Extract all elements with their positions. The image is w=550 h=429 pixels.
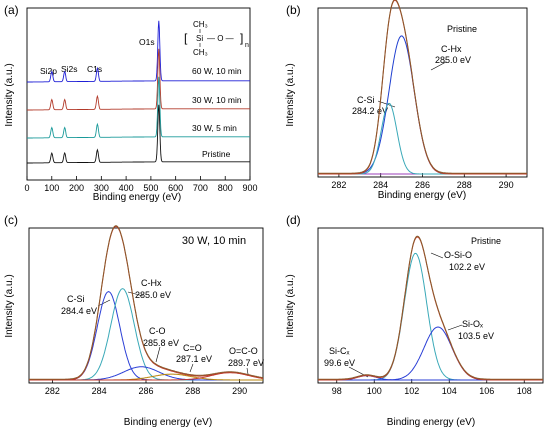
x-tick-label-0-3: 300: [94, 183, 109, 193]
comp-d-siox-label: Si-Oₓ: [462, 319, 483, 329]
x-tick-label-0-9: 900: [242, 183, 257, 193]
x-tick-label-0-7: 700: [193, 183, 208, 193]
x-tick-label-1-1: 284: [373, 180, 388, 190]
comp-c-cdo-label: C=O: [183, 343, 202, 353]
envelope-curve-2-1: [29, 225, 264, 380]
panel-label-c: (c): [4, 213, 18, 227]
x-tick-label-0-8: 800: [218, 183, 233, 193]
xlabel-d: Binding energy (eV): [387, 417, 475, 428]
envelope-curve-3-1: [318, 235, 543, 380]
peak-label-si2p: Si2p: [40, 66, 57, 76]
comp-c-csi-label: C-Si: [67, 294, 85, 304]
x-tick-label-0-1: 100: [44, 183, 59, 193]
comp-c-chx-energy: 285.0 eV: [135, 290, 171, 300]
ylabel-c: Intensity (a.u.): [4, 274, 15, 337]
trace-label-pristine: Pristine: [202, 149, 231, 159]
trace-label-60w: 60 W, 10 min: [192, 66, 242, 76]
x-tick-label-3-2: 102: [404, 386, 419, 396]
structure-chain: — O —: [207, 34, 234, 43]
x-tick-label-0-0: 0: [24, 183, 29, 193]
x-tick-label-3-5: 108: [517, 386, 532, 396]
x-tick-label-1-4: 290: [499, 180, 514, 190]
x-tick-label-2-1: 284: [92, 386, 107, 396]
title-c: 30 W, 10 min: [182, 235, 246, 247]
comp-b-chx-label: C-Hx: [441, 44, 462, 54]
x-tick-label-0-2: 200: [69, 183, 84, 193]
peak-label-si2s: Si2s: [61, 64, 78, 74]
panel-label-d: (d): [286, 213, 301, 227]
title-d: Pristine: [471, 236, 501, 246]
comp-c-ocdo-label: O=C-O: [229, 346, 258, 356]
x-tick-label-1-3: 288: [457, 180, 472, 190]
structure-bracket-right: ]: [240, 31, 243, 45]
ylabel-d: Intensity (a.u.): [285, 274, 296, 337]
panel-label-b: (b): [286, 3, 301, 17]
comp-d-sicx-energy: 99.6 eV: [324, 358, 355, 368]
plot-frame-1: [317, 7, 528, 178]
trace-label-30w10: 30 W, 10 min: [192, 95, 242, 105]
x-tick-label-3-1: 100: [367, 386, 382, 396]
x-tick-label-1-2: 286: [415, 180, 430, 190]
plot-frame-3: [317, 227, 544, 384]
comp-c-chx-label: C-Hx: [141, 278, 162, 288]
envelope-curve-1-1: [318, 0, 527, 174]
structure-top-group: CH₃: [193, 20, 208, 29]
pdms-structure: [ CH₃ Si — O — CH₃ ] n: [184, 20, 249, 57]
x-tick-label-0-5: 500: [143, 183, 158, 193]
component-curve-3-1: [318, 326, 543, 381]
comp-c-cdo-energy: 287.1 eV: [176, 354, 212, 364]
panel-label-a: (a): [4, 3, 19, 17]
comp-c-ocdo-energy: 289.7 eV: [228, 358, 264, 368]
ylabel-a: Intensity (a.u.): [4, 63, 15, 126]
survey-trace-3: [27, 104, 250, 164]
xlabel-c: Binding energy (eV): [124, 417, 212, 428]
x-tick-label-0-6: 600: [168, 183, 183, 193]
comp-c-co-label: C-O: [149, 326, 166, 336]
comp-d-osio-energy: 102.2 eV: [449, 262, 485, 272]
xlabel-a: Binding energy (eV): [93, 192, 181, 203]
comp-d-siox-energy: 103.5 eV: [458, 331, 494, 341]
x-tick-label-0-4: 400: [119, 183, 134, 193]
survey-trace-1: [27, 48, 250, 111]
structure-si: Si: [196, 34, 203, 43]
structure-bracket-left: [: [184, 31, 188, 45]
structure-bottom-group: CH₃: [193, 48, 208, 57]
x-tick-label-1-0: 282: [331, 180, 346, 190]
comp-b-csi-energy: 284.2 eV: [352, 106, 388, 116]
plot-frame-0: [26, 7, 251, 181]
survey-trace-0: [27, 20, 250, 83]
x-tick-label-3-0: 98: [332, 386, 342, 396]
comp-d-osio-label: O-Si-O: [444, 250, 472, 260]
component-curve-1-0: [318, 35, 527, 175]
comp-b-csi-label: C-Si: [357, 95, 375, 105]
peak-label-o1s: O1s: [139, 37, 155, 47]
comp-c-csi-energy: 284.4 eV: [61, 306, 97, 316]
x-tick-label-2-2: 286: [138, 386, 153, 396]
x-tick-label-2-4: 290: [232, 386, 247, 396]
ylabel-b: Intensity (a.u.): [285, 63, 296, 126]
x-tick-label-3-3: 104: [442, 386, 457, 396]
title-b: Pristine: [447, 24, 477, 34]
structure-subscript: n: [245, 42, 249, 49]
xlabel-b: Binding energy (eV): [378, 190, 466, 201]
comp-c-co-energy: 285.8 eV: [143, 338, 179, 348]
envelope-curve-2-0: [29, 226, 264, 381]
x-tick-label-2-0: 282: [45, 386, 60, 396]
envelope-curve-1-0: [318, 0, 527, 175]
comp-b-chx-energy: 285.0 eV: [435, 55, 471, 65]
comp-d-sicx-label: Si-Cₓ: [329, 346, 349, 356]
peak-label-c1s: C1s: [87, 64, 102, 74]
survey-trace-2: [27, 76, 250, 139]
trace-label-30w5: 30 W, 5 min: [192, 123, 237, 133]
x-tick-label-2-3: 288: [185, 386, 200, 396]
x-tick-label-3-4: 106: [479, 386, 494, 396]
